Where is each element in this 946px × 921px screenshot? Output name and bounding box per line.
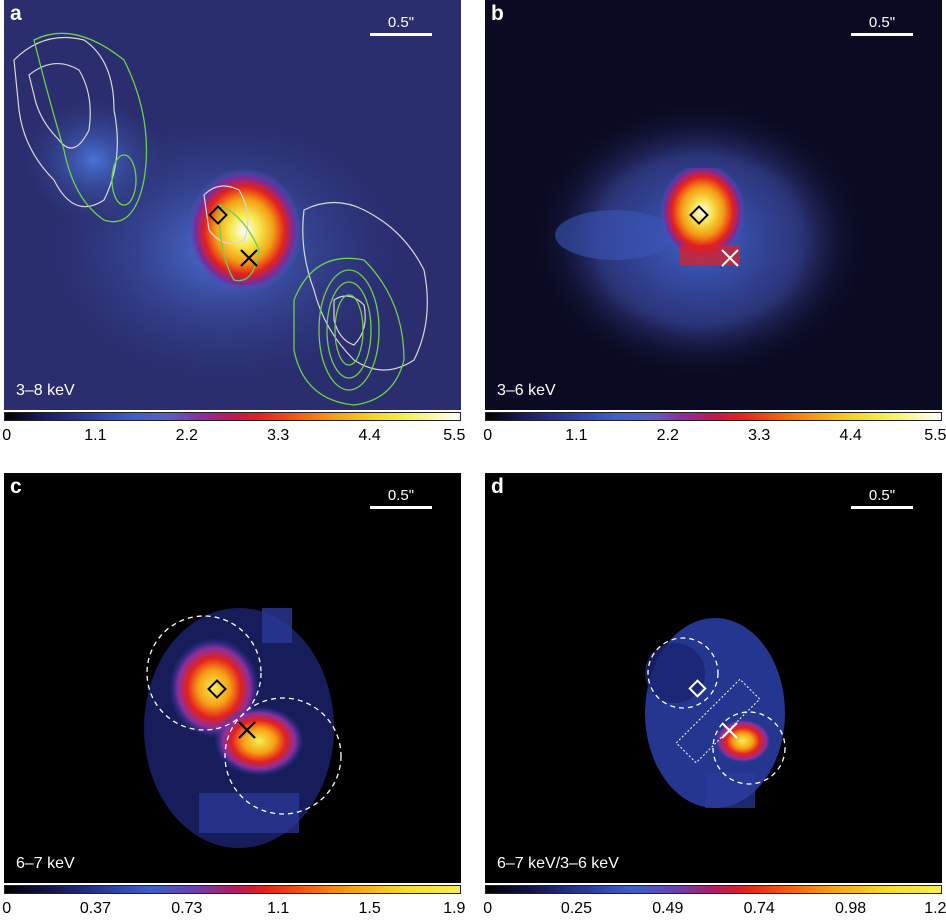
panel-label: c <box>10 475 22 498</box>
scale-bar-label: 0.5" <box>387 487 415 504</box>
aperture-circle <box>712 711 786 785</box>
extraction-box <box>675 678 761 764</box>
colorbar-ticks-c: 0 0.37 0.73 1.1 1.5 1.9 <box>2 900 465 920</box>
panel-label: b <box>491 2 504 25</box>
panel-label: a <box>10 2 22 25</box>
colorbar-c <box>4 885 461 894</box>
xray-map-3-8kev <box>4 0 461 410</box>
scale-bar: 0.5" <box>370 487 432 509</box>
colorbar-ticks-d: 0 0.25 0.49 0.74 0.98 1.2 <box>483 900 946 920</box>
colorbar-b <box>485 412 942 421</box>
scale-bar-line <box>370 506 432 509</box>
scale-bar-label: 0.5" <box>868 487 896 504</box>
tick-label: 0.49 <box>652 900 684 917</box>
scale-bar: 0.5" <box>851 14 913 36</box>
panel-a: a 0.5" 3–8 keV <box>4 0 461 410</box>
diamond-marker <box>689 205 709 225</box>
panel-label: d <box>491 475 504 498</box>
cross-marker <box>238 721 256 739</box>
tick-label: 4.4 <box>839 427 862 444</box>
tick-label: 3.3 <box>748 427 771 444</box>
xray-ratio-map <box>485 473 942 883</box>
colorbar-ticks-a: 0 1.1 2.2 3.3 4.4 5.5 <box>2 427 465 447</box>
scale-bar: 0.5" <box>370 14 432 36</box>
scale-bar-label: 0.5" <box>387 14 415 31</box>
tick-label: 0.74 <box>743 900 775 917</box>
panel-b: b 0.5" 3–6 keV <box>485 0 942 410</box>
colorbar-ticks-b: 0 1.1 2.2 3.3 4.4 5.5 <box>483 427 946 447</box>
tick-label: 0 <box>2 900 12 917</box>
energy-band-label: 3–8 keV <box>16 382 75 399</box>
tick-label: 1.2 <box>924 900 946 917</box>
aperture-circle <box>224 697 342 815</box>
scale-bar-line <box>851 506 913 509</box>
tick-label: 0.37 <box>79 900 111 917</box>
tick-label: 0 <box>483 427 493 444</box>
xray-map-6-7kev <box>4 473 461 883</box>
tick-label: 0.25 <box>560 900 592 917</box>
diamond-marker <box>688 679 707 698</box>
tick-label: 0.73 <box>171 900 203 917</box>
tick-label: 2.2 <box>175 427 198 444</box>
energy-band-label: 6–7 keV/3–6 keV <box>497 855 619 872</box>
aperture-circle <box>146 615 262 731</box>
scale-bar-line <box>851 33 913 36</box>
tick-label: 5.5 <box>443 427 466 444</box>
colorbar-d <box>485 885 942 894</box>
colorbar-a <box>4 412 461 421</box>
cross-marker <box>721 722 738 739</box>
tick-label: 1.9 <box>443 900 466 917</box>
tick-label: 1.5 <box>358 900 381 917</box>
tick-label: 1.1 <box>267 900 290 917</box>
tick-label: 4.4 <box>358 427 381 444</box>
energy-band-label: 6–7 keV <box>16 855 75 872</box>
tick-label: 0 <box>483 900 493 917</box>
scale-bar: 0.5" <box>851 487 913 509</box>
panel-d: d 0.5" 6–7 keV/3–6 keV <box>485 473 942 883</box>
tick-label: 0.98 <box>835 900 867 917</box>
tick-label: 1.1 <box>84 427 107 444</box>
scale-bar-label: 0.5" <box>868 14 896 31</box>
tick-label: 0 <box>2 427 12 444</box>
energy-band-label: 3–6 keV <box>497 382 556 399</box>
scale-bar-line <box>370 33 432 36</box>
tick-label: 2.2 <box>656 427 679 444</box>
diamond-marker <box>208 205 228 225</box>
tick-label: 3.3 <box>267 427 290 444</box>
panel-c: c 0.5" 6–7 keV <box>4 473 461 883</box>
tick-label: 5.5 <box>924 427 946 444</box>
cross-marker <box>240 249 258 267</box>
cross-marker <box>721 249 739 267</box>
aperture-circle <box>647 637 719 709</box>
xray-map-3-6kev <box>485 0 942 410</box>
tick-label: 1.1 <box>565 427 588 444</box>
diamond-marker <box>207 679 227 699</box>
